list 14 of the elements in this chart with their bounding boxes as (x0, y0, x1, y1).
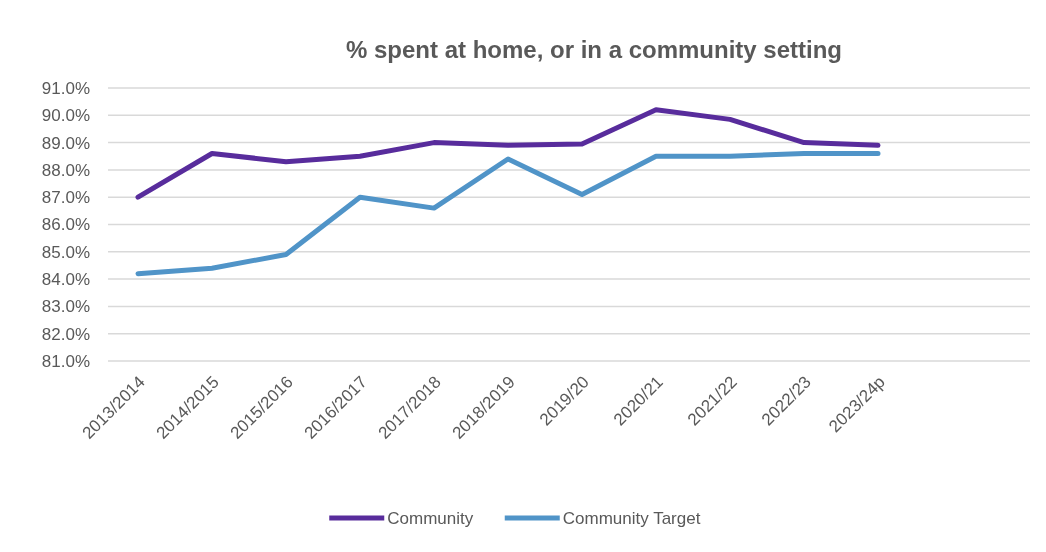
y-tick-label: 88.0% (41, 160, 90, 180)
y-tick-label: 85.0% (41, 242, 90, 262)
legend-label: Community Target (562, 508, 701, 528)
legend-label: Community (387, 508, 474, 528)
y-tick-label: 81.0% (41, 351, 90, 371)
y-tick-label: 86.0% (41, 215, 90, 235)
y-tick-label: 89.0% (41, 133, 90, 153)
chart-title: % spent at home, or in a community setting (345, 36, 843, 63)
y-tick-label: 83.0% (41, 297, 90, 317)
y-tick-label: 87.0% (41, 188, 90, 208)
y-tick-label: 84.0% (41, 270, 90, 290)
y-tick-label: 82.0% (41, 324, 90, 344)
y-tick-label: 90.0% (41, 106, 90, 126)
y-tick-label: 91.0% (41, 78, 90, 98)
